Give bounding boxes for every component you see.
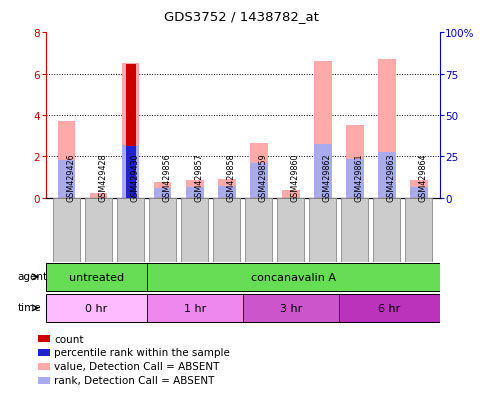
Text: 1 hr: 1 hr [184, 304, 206, 314]
Text: GSM429862: GSM429862 [323, 153, 332, 202]
Text: value, Detection Call = ABSENT: value, Detection Call = ABSENT [55, 361, 220, 371]
FancyBboxPatch shape [147, 264, 440, 292]
Bar [186, 188, 203, 198]
Bar [186, 181, 203, 198]
Bar [314, 145, 331, 198]
FancyBboxPatch shape [373, 198, 400, 262]
FancyBboxPatch shape [339, 295, 440, 323]
Text: GDS3752 / 1438782_at: GDS3752 / 1438782_at [164, 10, 319, 23]
Bar [410, 188, 427, 198]
Bar [410, 181, 427, 198]
FancyBboxPatch shape [147, 295, 243, 323]
Bar [38, 335, 50, 342]
Text: GSM429856: GSM429856 [163, 153, 171, 202]
Bar [126, 147, 136, 198]
Text: rank, Detection Call = ABSENT: rank, Detection Call = ABSENT [55, 375, 215, 385]
FancyBboxPatch shape [53, 198, 80, 262]
Text: GSM429426: GSM429426 [67, 153, 76, 202]
Text: GSM429863: GSM429863 [387, 153, 396, 202]
Text: untreated: untreated [69, 273, 124, 283]
FancyBboxPatch shape [181, 198, 208, 262]
FancyBboxPatch shape [341, 198, 369, 262]
FancyBboxPatch shape [46, 264, 147, 292]
Bar [346, 160, 364, 198]
FancyBboxPatch shape [243, 295, 339, 323]
Bar [346, 126, 364, 198]
Bar [218, 187, 236, 198]
Bar [58, 122, 75, 198]
FancyBboxPatch shape [213, 198, 241, 262]
FancyBboxPatch shape [277, 198, 304, 262]
FancyBboxPatch shape [405, 198, 432, 262]
Text: GSM429864: GSM429864 [419, 153, 428, 202]
Bar [250, 144, 268, 198]
FancyBboxPatch shape [309, 198, 336, 262]
Bar [154, 183, 171, 198]
Bar [282, 191, 299, 198]
Bar [58, 161, 75, 198]
FancyBboxPatch shape [85, 198, 112, 262]
Text: count: count [55, 334, 84, 344]
Text: GSM429428: GSM429428 [99, 153, 108, 202]
Bar [314, 62, 331, 198]
Bar [122, 146, 140, 198]
Bar [378, 153, 396, 198]
FancyBboxPatch shape [149, 198, 176, 262]
Bar [250, 163, 268, 198]
Bar [38, 377, 50, 384]
Bar [154, 189, 171, 198]
Bar [90, 193, 108, 198]
Bar [126, 65, 136, 198]
Bar [218, 180, 236, 198]
Text: GSM429430: GSM429430 [131, 153, 140, 202]
Text: GSM429859: GSM429859 [259, 153, 268, 202]
Text: percentile rank within the sample: percentile rank within the sample [55, 348, 230, 358]
FancyBboxPatch shape [245, 198, 272, 262]
Bar [38, 363, 50, 370]
Bar [122, 64, 140, 198]
Text: GSM429860: GSM429860 [291, 153, 300, 202]
Text: GSM429858: GSM429858 [227, 153, 236, 202]
Text: 3 hr: 3 hr [280, 304, 302, 314]
Bar [38, 349, 50, 356]
Text: 0 hr: 0 hr [85, 304, 107, 314]
Text: concanavalin A: concanavalin A [251, 273, 336, 283]
Text: agent: agent [17, 271, 47, 281]
Text: GSM429857: GSM429857 [195, 153, 204, 202]
Text: GSM429861: GSM429861 [355, 153, 364, 202]
Text: 6 hr: 6 hr [378, 304, 400, 314]
Bar [378, 60, 396, 198]
Text: time: time [17, 302, 41, 312]
FancyBboxPatch shape [117, 198, 144, 262]
FancyBboxPatch shape [46, 295, 147, 323]
